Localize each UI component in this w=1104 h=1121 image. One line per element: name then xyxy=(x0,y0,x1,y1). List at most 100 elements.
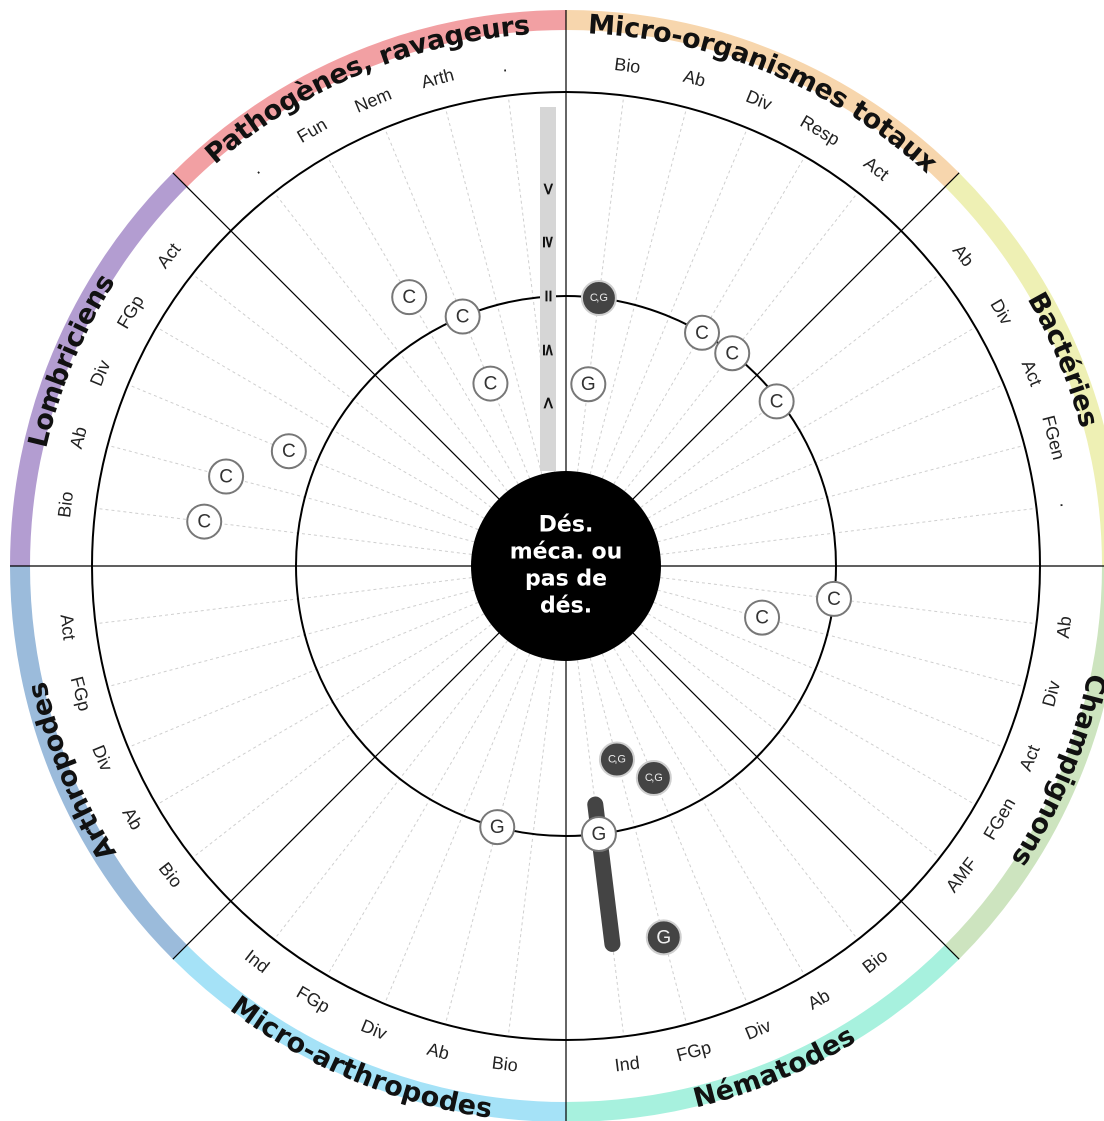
result-marker: C xyxy=(744,599,781,636)
indicator-label: Div xyxy=(986,296,1016,329)
indicator-label: . xyxy=(501,55,508,75)
indicator-label: FGp xyxy=(293,982,333,1017)
marker-label: C xyxy=(770,391,784,412)
result-marker: C, G xyxy=(598,741,635,778)
sector-title-lombriciens: Lombriciens xyxy=(22,268,121,450)
sector-band-arthropodes xyxy=(10,566,187,960)
indicator-label: Bio xyxy=(613,54,641,77)
indicator-label: Resp xyxy=(797,111,843,149)
result-marker: C xyxy=(472,365,509,402)
indicator-label: . xyxy=(247,159,263,178)
marker-label: G xyxy=(581,374,596,395)
indicator-gridline xyxy=(273,192,508,492)
marker-label: C xyxy=(197,512,211,533)
indicator-label: Act xyxy=(56,613,79,641)
indicator-gridline xyxy=(660,507,1037,555)
indicator-label: FGp xyxy=(67,674,95,713)
indicator-label: Ab xyxy=(681,66,707,91)
comparison-scale-legend: < ≤ = ≥ > xyxy=(538,107,558,471)
legend-symbol: = xyxy=(538,289,558,303)
indicator-label: Ind xyxy=(614,1053,641,1076)
marker-label: C, G xyxy=(590,292,608,304)
indicator-gridline xyxy=(326,156,519,485)
indicator-gridline xyxy=(107,589,475,688)
result-marker: C xyxy=(684,314,721,351)
indicator-label: Ab xyxy=(1053,615,1076,639)
indicator-gridline xyxy=(95,577,472,625)
marker-label: G xyxy=(592,824,607,845)
indicator-gridline xyxy=(273,640,508,940)
center-label-line: pas de xyxy=(525,567,607,592)
indicator-label: AMF xyxy=(942,854,981,896)
marker-label: C xyxy=(827,589,841,610)
marker-label: C, G xyxy=(608,753,626,765)
result-marker: C xyxy=(270,433,307,470)
indicator-label: Ab xyxy=(804,985,833,1013)
indicator-label: . xyxy=(1056,501,1076,508)
result-marker: C, G xyxy=(580,280,617,317)
indicator-label: Div xyxy=(88,742,116,774)
sector-band-nematodes xyxy=(566,945,960,1121)
indicator-label: Act xyxy=(1015,742,1043,774)
indicator-gridline xyxy=(647,326,976,519)
indicator-label: Div xyxy=(743,86,775,114)
indicator-gridline xyxy=(507,660,555,1037)
indicator-label: Bio xyxy=(491,1052,519,1075)
marker-label: C xyxy=(282,441,296,462)
indicator-gridline xyxy=(657,444,1025,543)
center-label-line: méca. ou xyxy=(510,540,623,565)
marker-label: G xyxy=(656,927,671,948)
result-marker: C xyxy=(714,335,751,372)
result-marker: C xyxy=(391,279,428,316)
sector-bands xyxy=(10,10,1104,1121)
indicator-label: FGen xyxy=(979,794,1019,843)
result-marker: C, G xyxy=(635,760,672,797)
indicator-label: Fun xyxy=(294,114,331,147)
marker-label: C xyxy=(695,323,709,344)
indicator-label: Div xyxy=(86,357,114,389)
marker-label: C, G xyxy=(645,772,663,784)
indicator-label: Div xyxy=(1038,679,1064,709)
center-label-line: dés. xyxy=(540,594,592,619)
sector-title-arthropodes: Arthropodes xyxy=(22,679,123,866)
indicator-gridline xyxy=(444,107,543,475)
sector-band-bacteries xyxy=(945,172,1104,566)
center-label-line: Dés. xyxy=(539,513,594,538)
result-marker: C xyxy=(815,580,852,617)
result-marker: G xyxy=(580,815,617,852)
sector-band-champignons xyxy=(945,566,1104,960)
marker-label: C xyxy=(456,307,470,328)
indicator-label: Arth xyxy=(419,64,456,92)
indicator-label: Bio xyxy=(54,490,77,518)
indicator-label: Bio xyxy=(155,859,187,892)
indicator-label: Ab xyxy=(949,241,978,271)
indicator-gridline xyxy=(647,613,976,806)
indicator-gridline xyxy=(156,326,485,519)
indicator-label: Ind xyxy=(241,946,273,977)
indicator-gridline xyxy=(192,624,492,859)
legend-symbol: ≥ xyxy=(538,235,558,249)
indicator-label: FGp xyxy=(113,292,148,332)
sector-band-lombriciens xyxy=(10,172,187,566)
indicator-gridline xyxy=(640,624,940,859)
indicator-gridline xyxy=(95,507,472,555)
result-marker: G xyxy=(479,809,516,846)
marker-label: C xyxy=(755,608,769,629)
indicator-label: Ab xyxy=(66,424,91,450)
legend-bar xyxy=(540,107,556,471)
indicator-label: Div xyxy=(742,1015,774,1043)
sector-title-pathogenes-ravageurs: Pathogènes, ravageurs xyxy=(199,10,531,170)
indicator-gridline xyxy=(613,647,806,976)
result-marker: C xyxy=(444,298,481,335)
sector-band-micro-arthropodes xyxy=(172,945,566,1121)
marker-label: C xyxy=(219,467,233,488)
indicator-gridline xyxy=(156,613,485,806)
result-marker: G xyxy=(645,919,682,956)
legend-symbol: > xyxy=(538,182,558,196)
sector-title-micro-arthropodes: Micro-arthropodes xyxy=(225,990,494,1121)
legend-symbol: ≤ xyxy=(538,343,558,357)
result-marker: C xyxy=(208,458,245,495)
indicator-label: Nem xyxy=(352,84,395,117)
